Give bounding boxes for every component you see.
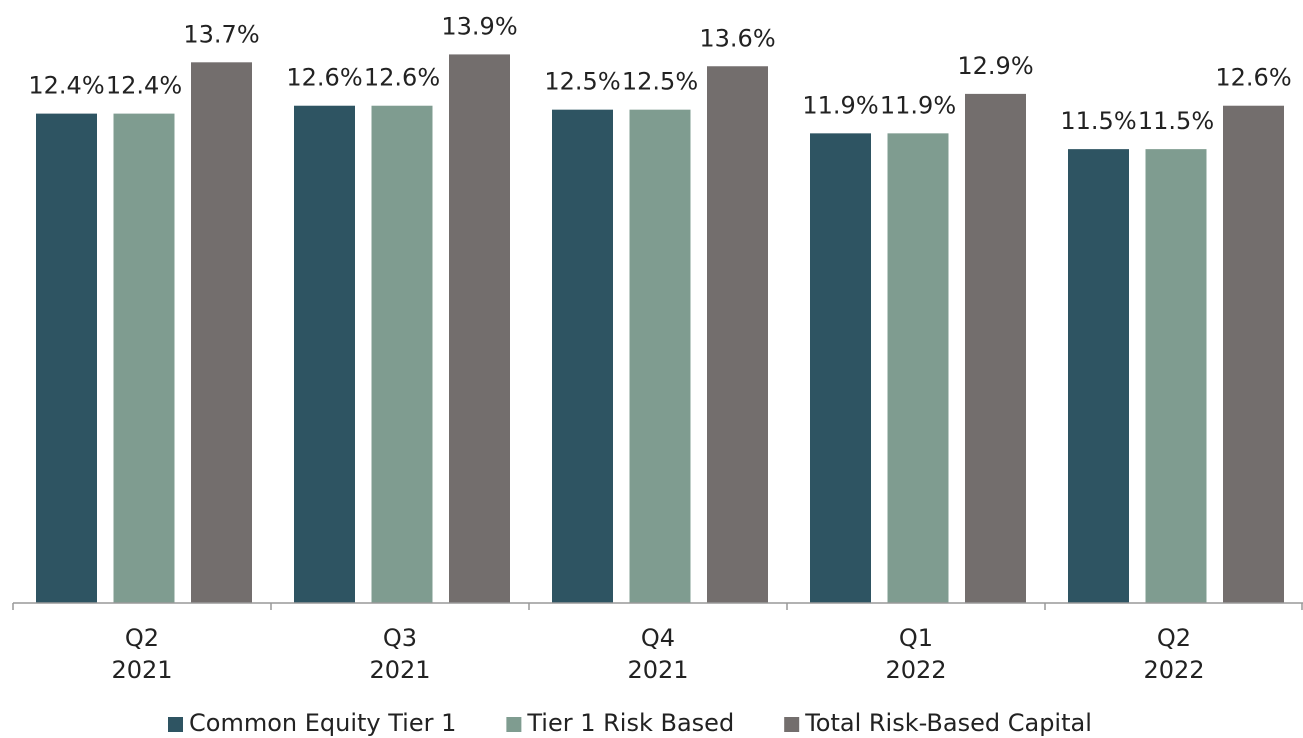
bar (191, 62, 252, 604)
bar (1223, 105, 1284, 603)
bar (113, 113, 175, 603)
bar (552, 109, 613, 604)
value-label: 11.9% (880, 91, 956, 119)
value-label: 13.9% (441, 12, 517, 40)
value-label: 12.5% (622, 68, 698, 96)
legend-label: Tier 1 Risk Based (526, 709, 734, 737)
x-tick-label: Q2 2021 (111, 624, 173, 684)
bar (1145, 149, 1207, 603)
bar (294, 105, 355, 603)
legend-swatch (784, 717, 800, 732)
value-label: 11.5% (1138, 107, 1214, 135)
legend-label: Common Equity Tier 1 (189, 709, 456, 737)
value-label: 12.4% (28, 72, 104, 100)
value-label: 12.6% (364, 64, 440, 92)
bar (449, 54, 510, 604)
value-label: 11.5% (1060, 107, 1136, 135)
bar (629, 109, 691, 604)
bar (1068, 149, 1129, 603)
value-label: 11.9% (802, 91, 878, 119)
value-label: 12.6% (286, 64, 362, 92)
value-label: 12.4% (106, 72, 182, 100)
legend-swatch (506, 717, 522, 732)
value-label: 13.7% (183, 20, 259, 48)
bar (36, 113, 97, 603)
bar (887, 133, 949, 603)
x-tick-label: Q2 2022 (1143, 624, 1205, 684)
value-label: 13.6% (699, 24, 775, 52)
legend-swatch (168, 717, 183, 732)
x-tick-label: Q1 2022 (885, 624, 947, 684)
value-label: 12.9% (957, 52, 1033, 80)
x-tick-label: Q3 2021 (369, 624, 431, 684)
bar (707, 66, 768, 603)
x-tick-label: Q4 2021 (627, 624, 689, 684)
bar (810, 133, 871, 603)
bar (965, 93, 1026, 603)
legend-label: Total Risk-Based Capital (804, 709, 1092, 737)
bar (371, 105, 433, 603)
value-label: 12.6% (1215, 64, 1291, 92)
value-label: 12.5% (544, 68, 620, 96)
